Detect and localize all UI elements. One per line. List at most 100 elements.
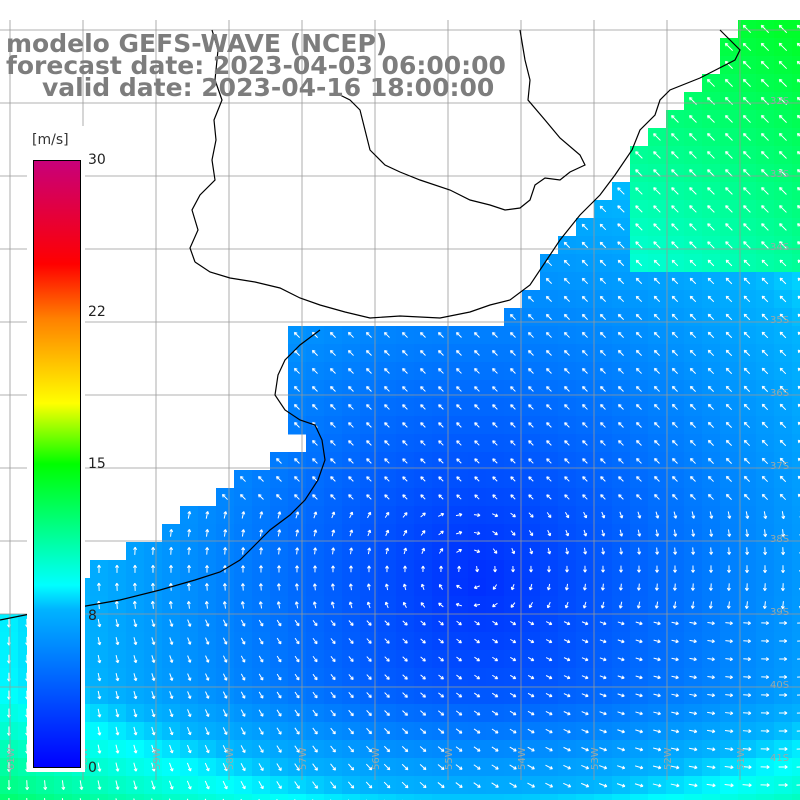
wind-speed-cell bbox=[414, 794, 433, 800]
wind-arrow bbox=[509, 313, 516, 320]
wind-arrow bbox=[707, 313, 715, 321]
wind-arrow bbox=[187, 547, 192, 555]
wind-arrow bbox=[133, 546, 138, 555]
wind-arrow bbox=[546, 386, 552, 392]
wind-arrow bbox=[492, 602, 498, 608]
wind-arrow bbox=[760, 60, 770, 70]
wind-arrow bbox=[761, 169, 769, 177]
wind-arrow bbox=[276, 583, 281, 591]
wind-arrow bbox=[636, 422, 642, 428]
wind-arrow bbox=[779, 639, 788, 643]
wind-arrow bbox=[564, 511, 570, 519]
wind-speed-cell bbox=[792, 164, 800, 183]
wind-arrow bbox=[563, 331, 570, 338]
wind-arrow bbox=[511, 565, 515, 573]
wind-arrow bbox=[312, 404, 318, 410]
wind-arrow bbox=[528, 350, 534, 356]
wind-arrow bbox=[599, 259, 607, 267]
wind-arrow bbox=[223, 529, 228, 537]
wind-arrow bbox=[97, 619, 102, 628]
wind-arrow bbox=[707, 205, 715, 213]
wind-arrow bbox=[763, 529, 768, 538]
wind-arrow bbox=[420, 368, 426, 374]
wind-arrow bbox=[384, 404, 390, 410]
wind-arrow bbox=[528, 512, 534, 518]
wind-arrow bbox=[510, 638, 517, 644]
wind-arrow bbox=[151, 780, 156, 790]
wind-arrow bbox=[743, 639, 751, 644]
wind-arrow bbox=[655, 547, 660, 555]
wind-arrow bbox=[779, 385, 787, 393]
wind-arrow bbox=[761, 421, 769, 429]
wind-arrow bbox=[492, 386, 498, 392]
model-title: modelo GEFS-WAVE (NCEP) bbox=[6, 29, 388, 58]
wind-arrow bbox=[509, 692, 517, 698]
wind-arrow bbox=[654, 583, 659, 591]
wind-arrow bbox=[583, 511, 588, 519]
wind-arrow bbox=[671, 729, 680, 734]
wind-arrow bbox=[635, 187, 643, 195]
wind-arrow bbox=[742, 765, 752, 770]
wind-arrow bbox=[706, 765, 716, 770]
wind-speed-cell bbox=[792, 272, 800, 291]
wind-arrow bbox=[438, 350, 444, 356]
wind-arrow bbox=[563, 349, 570, 356]
wind-arrow bbox=[456, 404, 462, 410]
wind-arrow bbox=[528, 583, 533, 591]
wind-arrow bbox=[743, 367, 751, 375]
wind-arrow bbox=[402, 601, 407, 608]
wind-arrow bbox=[781, 529, 786, 538]
wind-arrow bbox=[97, 672, 102, 682]
wind-arrow bbox=[618, 422, 624, 428]
wind-arrow bbox=[240, 637, 246, 645]
wind-arrow bbox=[796, 730, 800, 732]
wind-arrow bbox=[510, 440, 516, 446]
wind-arrow bbox=[635, 639, 643, 644]
wind-arrow bbox=[115, 762, 120, 772]
wind-arrow bbox=[186, 780, 192, 790]
wind-arrow bbox=[653, 151, 661, 159]
wind-arrow bbox=[636, 494, 642, 500]
wind-speed-cell bbox=[270, 794, 289, 800]
wind-arrow bbox=[797, 694, 800, 696]
wind-arrow bbox=[563, 241, 571, 249]
latitude-label: 39S bbox=[770, 607, 789, 618]
wind-arrow bbox=[420, 656, 426, 662]
wind-speed-cell bbox=[252, 794, 271, 800]
wind-arrow bbox=[706, 783, 716, 788]
wind-arrow bbox=[600, 476, 606, 482]
wind-speed-cell bbox=[792, 326, 800, 345]
wind-arrow bbox=[97, 744, 102, 754]
wind-arrow bbox=[205, 619, 210, 627]
wind-speed-cell bbox=[792, 776, 800, 795]
wind-arrow bbox=[761, 259, 769, 267]
wind-arrow bbox=[726, 601, 731, 609]
wind-arrow bbox=[420, 710, 427, 716]
wind-arrow bbox=[671, 457, 678, 464]
wind-arrow bbox=[599, 693, 607, 698]
wind-arrow bbox=[581, 259, 589, 267]
wind-arrow bbox=[707, 475, 714, 482]
wind-arrow bbox=[653, 693, 661, 698]
wind-arrow bbox=[527, 674, 535, 680]
colorbar-tick-30: 30 bbox=[88, 152, 106, 168]
wind-arrow bbox=[529, 547, 534, 555]
wind-arrow bbox=[473, 764, 481, 770]
wind-arrow bbox=[169, 780, 174, 790]
wind-arrow bbox=[617, 295, 625, 303]
wind-arrow bbox=[403, 529, 408, 536]
wind-arrow bbox=[743, 133, 751, 141]
wind-arrow bbox=[491, 728, 499, 734]
wind-arrow bbox=[760, 765, 770, 770]
wind-arrow bbox=[673, 511, 678, 519]
wind-arrow bbox=[778, 60, 788, 70]
wind-arrow bbox=[779, 313, 787, 321]
wind-arrow bbox=[43, 780, 48, 791]
wind-arrow bbox=[258, 691, 264, 699]
wind-arrow bbox=[294, 763, 300, 771]
wind-arrow bbox=[779, 657, 788, 661]
wind-arrow bbox=[617, 747, 626, 752]
wind-arrow bbox=[689, 133, 697, 141]
wind-arrow bbox=[761, 187, 769, 195]
